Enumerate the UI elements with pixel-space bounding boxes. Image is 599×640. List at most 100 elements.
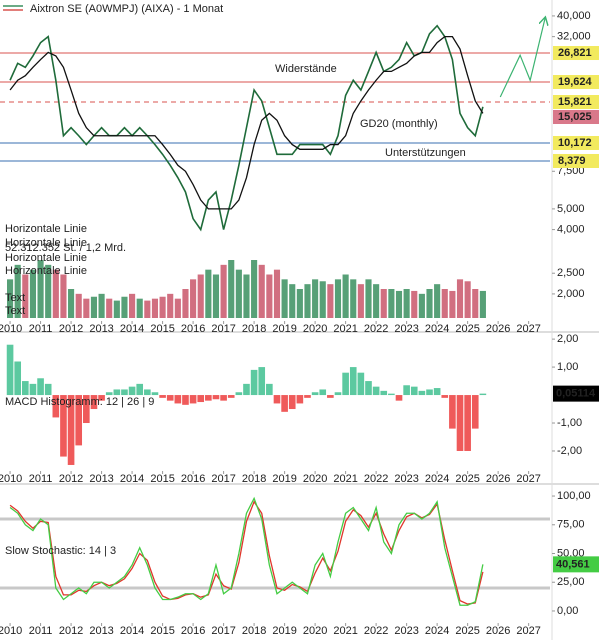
macd-bar xyxy=(105,392,113,396)
y-tick-label: 5,000 xyxy=(557,203,585,215)
level-label: 15,821 xyxy=(558,96,592,108)
y-tick-label: 40,000 xyxy=(557,10,591,22)
x-tick-label: 2013 xyxy=(89,625,113,637)
volume-bar xyxy=(243,274,250,318)
x-tick-label: 2021 xyxy=(333,323,357,335)
annotation: Widerstände xyxy=(275,63,337,75)
macd-bar xyxy=(44,383,52,396)
x-tick-label: 2026 xyxy=(486,473,510,485)
y-tick-label: 2,00 xyxy=(557,333,578,345)
macd-bar xyxy=(266,383,273,396)
x-tick-label: 2020 xyxy=(303,323,327,335)
volume-bar xyxy=(159,296,166,318)
volume-bar xyxy=(342,274,349,318)
macd-bar xyxy=(288,395,296,410)
macd-bar xyxy=(159,395,166,398)
macd-bar xyxy=(144,389,151,396)
volume-bar xyxy=(449,290,456,318)
macd-bar xyxy=(365,381,372,396)
x-tick-label: 2011 xyxy=(29,473,53,485)
macd-bar xyxy=(90,395,98,410)
volume-bar xyxy=(403,289,410,318)
macd-bar xyxy=(327,395,334,398)
y-tick-label: 4,000 xyxy=(557,224,585,236)
macd-bar xyxy=(98,395,105,401)
volume-bar xyxy=(90,296,98,318)
volume-bar xyxy=(52,269,59,318)
macd-bar xyxy=(14,361,22,396)
forecast-line xyxy=(499,18,545,98)
macd-bar xyxy=(349,367,357,396)
x-tick-label: 2025 xyxy=(455,323,479,335)
macd-bar xyxy=(197,395,205,403)
volume-bar xyxy=(395,290,403,318)
x-tick-label: 2014 xyxy=(120,323,144,335)
volume-bar xyxy=(174,298,181,318)
x-tick-label: 2023 xyxy=(394,625,418,637)
x-tick-label: 2023 xyxy=(394,323,418,335)
volume-bar xyxy=(319,281,326,318)
x-tick-label: 2020 xyxy=(303,625,327,637)
volume-bar xyxy=(60,274,67,318)
macd-bar xyxy=(395,395,403,401)
macd-bar xyxy=(296,395,304,404)
y-tick-label: 25,00 xyxy=(557,576,585,588)
volume-bar xyxy=(479,290,486,318)
x-tick-label: 2016 xyxy=(181,625,205,637)
macd-bar xyxy=(479,393,487,396)
x-tick-label: 2010 xyxy=(0,323,22,335)
volume-bar xyxy=(106,298,113,318)
volume-bar xyxy=(251,260,258,318)
volume-bar xyxy=(98,293,105,318)
y-tick-label: 1,00 xyxy=(557,361,578,373)
x-tick-label: 2015 xyxy=(150,473,174,485)
x-tick-label: 2025 xyxy=(455,473,479,485)
macd-bar xyxy=(250,369,258,396)
volume-bar xyxy=(220,264,227,318)
annotation: Horizontale Linie xyxy=(5,252,87,264)
volume-bar xyxy=(68,289,75,318)
volume-bar xyxy=(113,300,120,318)
x-tick-label: 2013 xyxy=(89,473,113,485)
volume-bar xyxy=(289,284,296,318)
volume-bar xyxy=(151,298,159,318)
macd-bar xyxy=(174,395,182,404)
y-tick-label: 7,500 xyxy=(557,165,585,177)
macd-bar xyxy=(311,392,319,396)
macd-bar xyxy=(220,395,227,401)
x-tick-label: 2027 xyxy=(516,625,540,637)
macd-bar xyxy=(449,395,456,429)
x-tick-label: 2018 xyxy=(242,473,266,485)
x-tick-label: 2025 xyxy=(455,625,479,637)
volume-bar xyxy=(456,279,464,318)
x-tick-label: 2019 xyxy=(272,473,296,485)
x-tick-label: 2014 xyxy=(120,625,144,637)
volume-bar xyxy=(29,269,37,318)
y-tick-label: 100,00 xyxy=(557,490,591,502)
volume-bar xyxy=(441,289,448,318)
x-tick-label: 2020 xyxy=(303,473,327,485)
x-tick-label: 2019 xyxy=(272,323,296,335)
level-box xyxy=(553,75,599,90)
y-tick-label: 75,00 xyxy=(557,519,585,531)
value-box xyxy=(553,385,599,402)
macd-bar xyxy=(258,367,266,396)
x-tick-label: 2012 xyxy=(59,473,83,485)
series-line xyxy=(9,24,484,232)
annotation: Horizontale Linie xyxy=(5,237,87,249)
volume-label: 52.312.352 St. / 1,2 Mrd. xyxy=(5,242,126,254)
macd-bar xyxy=(189,395,197,404)
y-tick-label: 32,000 xyxy=(557,31,591,43)
macd-bar xyxy=(388,393,395,396)
volume-bar xyxy=(281,279,288,318)
volume-bar xyxy=(75,293,82,318)
macd-bar xyxy=(29,383,37,396)
x-tick-label: 2012 xyxy=(59,625,83,637)
annotation: Horizontale Linie xyxy=(5,223,87,235)
volume-bar xyxy=(312,279,319,318)
level-box xyxy=(553,46,599,61)
level-label: 26,821 xyxy=(558,47,592,59)
y-tick-label: 2,000 xyxy=(557,288,585,300)
value-label: 40,561 xyxy=(556,558,590,570)
